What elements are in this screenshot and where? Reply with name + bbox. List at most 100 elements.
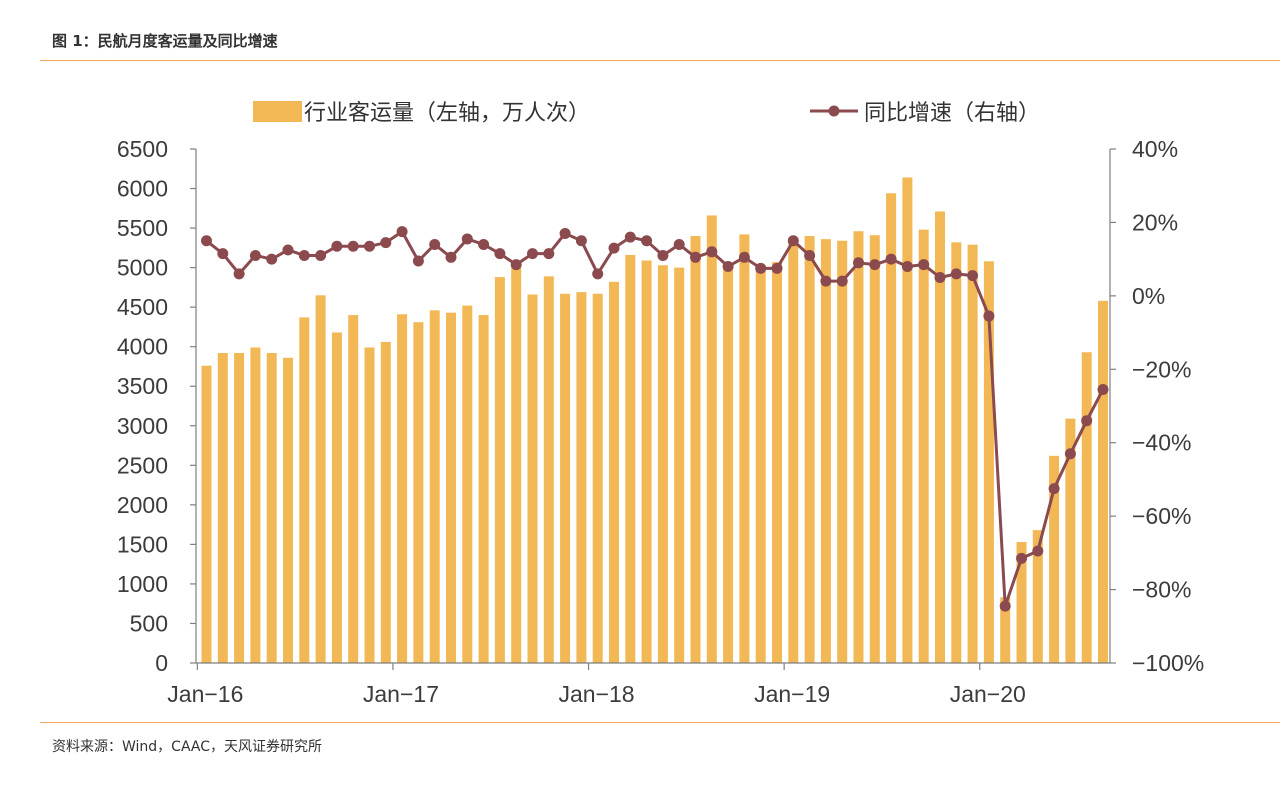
yoy-point-2020-04 [1032, 545, 1044, 557]
bar-2018-12 [772, 262, 782, 663]
yoy-point-2020-06 [1064, 448, 1076, 460]
right-axis-tick-label: −60% [1132, 503, 1191, 529]
bar-2017-12 [576, 292, 587, 663]
yoy-point-2016-01 [201, 235, 212, 247]
yoy-point-2018-05 [657, 249, 669, 261]
bar-2020-03 [1016, 542, 1027, 663]
bar-2017-02 [413, 322, 424, 663]
bar-2020-05 [1049, 455, 1060, 663]
legend-bar-label: 行业客运量（左轴，万人次） [304, 101, 590, 126]
bar-2016-12 [380, 341, 391, 663]
bar-2019-10 [935, 211, 945, 663]
bar-2018-05 [657, 265, 668, 663]
left-axis-tick-label: 2500 [117, 452, 168, 478]
yoy-point-2020-05 [1048, 483, 1060, 495]
right-axis-tick-label: −80% [1132, 577, 1191, 603]
yoy-point-2018-08 [706, 246, 718, 258]
yoy-point-2019-11 [950, 268, 962, 280]
left-axis-tick-label: 4000 [117, 334, 168, 360]
yoy-point-2019-06 [869, 259, 881, 271]
yoy-point-2018-07 [690, 251, 701, 263]
yoy-point-2020-01 [983, 310, 995, 322]
yoy-growth-line [201, 226, 1109, 612]
yoy-point-2016-07 [298, 249, 310, 261]
bar-2018-08 [706, 215, 717, 664]
yoy-point-2016-12 [380, 237, 392, 249]
yoy-point-2017-04 [445, 251, 457, 263]
bar-2017-09 [527, 294, 538, 663]
x-axis-tick-label: Jan−18 [558, 681, 634, 707]
yoy-point-2019-04 [836, 275, 848, 287]
yoy-point-2020-07 [1081, 415, 1093, 427]
yoy-point-2016-05 [266, 253, 278, 265]
bar-2018-06 [674, 267, 685, 663]
bar-2016-11 [364, 347, 375, 663]
yoy-point-2019-05 [853, 257, 864, 269]
bar-2016-05 [266, 353, 277, 663]
bar-2018-09 [723, 262, 734, 663]
source-note: 资料来源：Wind，CAAC，天风证券研究所 [52, 739, 323, 755]
legend-bar-swatch [253, 101, 302, 122]
bar-2018-07 [690, 235, 701, 664]
left-axis-tick-label: 6500 [117, 136, 168, 162]
bar-2019-02 [804, 235, 815, 664]
bar-2019-01 [788, 237, 799, 663]
yoy-point-2017-08 [510, 259, 522, 271]
yoy-point-2017-10 [543, 248, 555, 260]
bar-2017-06 [478, 315, 489, 663]
bar-2016-09 [331, 332, 342, 663]
bar-2016-04 [250, 347, 261, 663]
bar-2016-01 [201, 365, 212, 663]
bar-2020-07 [1081, 352, 1092, 663]
left-axis-tick-label: 3000 [117, 413, 168, 439]
bar-2019-05 [853, 231, 864, 664]
right-axis-tick-label: −20% [1132, 356, 1191, 382]
bar-2016-08 [315, 295, 326, 663]
x-axis-tick-label: Jan−19 [754, 681, 830, 707]
left-axis-tick-label: 4500 [117, 294, 168, 320]
bar-2018-03 [625, 254, 636, 663]
left-axis-tick-label: 500 [130, 610, 168, 636]
bar-2017-10 [543, 276, 554, 663]
bar-2017-08 [511, 265, 522, 663]
bar-2020-04 [1032, 530, 1043, 663]
x-axis-tick-label: Jan−17 [363, 681, 439, 707]
x-axis-tick-label: Jan−16 [167, 681, 243, 707]
bar-2018-01 [592, 293, 603, 663]
yoy-point-2017-03 [429, 238, 441, 250]
yoy-point-2018-10 [738, 251, 750, 263]
figure-title: 图 1：民航月度客运量及同比增速 [52, 32, 278, 50]
yoy-point-2016-04 [249, 249, 261, 261]
bar-2018-11 [755, 265, 766, 663]
bar-2019-04 [837, 240, 848, 664]
bar-2019-11 [951, 242, 962, 663]
left-axis-tick-label: 5000 [117, 255, 168, 281]
yoy-point-2016-09 [331, 240, 343, 252]
legend-line-marker [828, 105, 840, 117]
bar-2016-02 [217, 353, 228, 663]
bar-2020-06 [1065, 418, 1076, 663]
left-axis-tick-label: 1000 [117, 571, 168, 597]
footer-divider [40, 722, 1280, 723]
left-axis-tick-label: 6000 [117, 176, 168, 202]
right-axis-tick-label: 40% [1132, 136, 1178, 162]
passenger-volume-bars [201, 177, 1108, 664]
left-axis-tick-label: 0 [155, 650, 168, 676]
yoy-point-2016-03 [233, 268, 245, 280]
yoy-point-2017-09 [527, 248, 538, 260]
bar-2019-09 [918, 229, 929, 663]
legend-line-label: 同比增速（右轴） [864, 101, 1040, 126]
bar-2017-11 [560, 293, 571, 663]
bar-2018-02 [609, 281, 619, 663]
bar-2019-12 [967, 244, 978, 663]
bar-2016-06 [283, 357, 293, 663]
passenger-traffic-chart: 0 500 1000 1500 2000 2500 3000 3500 4000 4500 5000… [117, 101, 1204, 707]
bar-2017-03 [429, 310, 440, 663]
yoy-point-2018-09 [722, 260, 734, 272]
yoy-point-2017-11 [559, 227, 571, 239]
yoy-point-2017-12 [575, 235, 587, 247]
left-axis-tick-label: 1500 [117, 531, 168, 557]
yoy-point-2017-02 [412, 255, 424, 267]
yoy-point-2018-02 [608, 242, 620, 254]
bar-2019-07 [886, 193, 897, 663]
